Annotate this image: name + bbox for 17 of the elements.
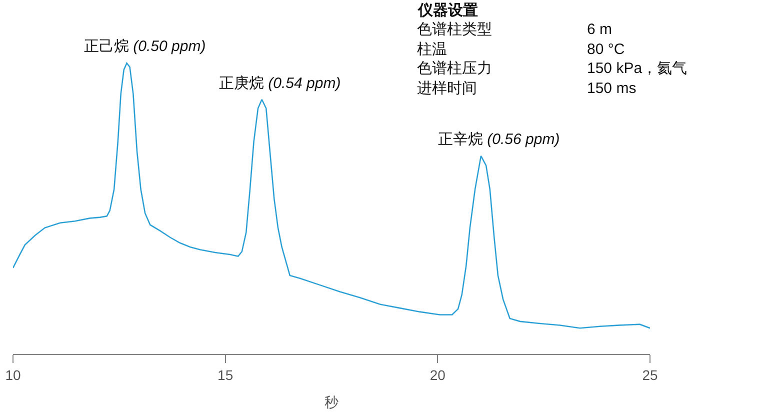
x-tick-label: 10 — [5, 366, 21, 383]
text: 6 m — [587, 21, 612, 38]
text: 柱温 — [417, 41, 447, 58]
annotation: 150 kPa，氦气 — [587, 60, 688, 77]
annotation: 正己烷 (0.50 ppm) — [84, 38, 206, 55]
annotation: 150 ms — [587, 80, 636, 97]
x-tick-label: 25 — [642, 366, 658, 383]
x-axis-title: 秒 — [324, 394, 338, 410]
text: 色谱柱类型 — [417, 21, 492, 38]
annotation: 色谱柱压力 — [417, 60, 492, 77]
x-tick-label: 20 — [430, 366, 446, 383]
annotation: 正辛烷 (0.56 ppm) — [438, 131, 560, 148]
annotation: 进样时间 — [417, 80, 477, 97]
text: 仪器设置 — [417, 2, 478, 19]
x-tick-label: 15 — [218, 366, 234, 383]
text: 80 °C — [587, 41, 625, 58]
annotation: 正庚烷 (0.54 ppm) — [219, 75, 341, 92]
